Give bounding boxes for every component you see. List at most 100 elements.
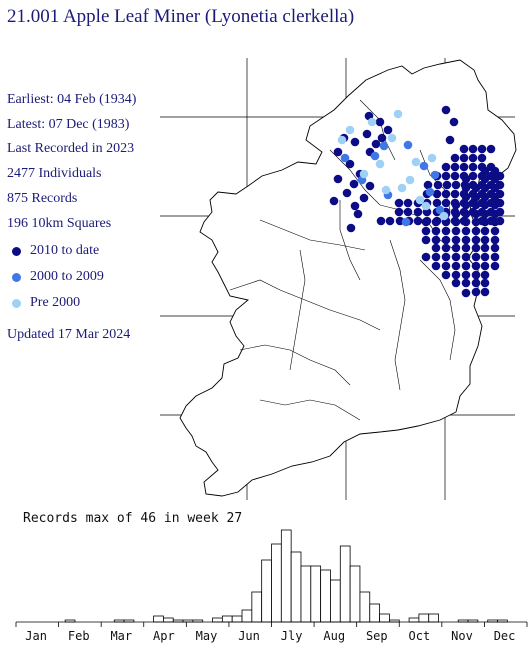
- record-dot-2010-to-date: [471, 243, 481, 253]
- record-dot-2010-to-date: [480, 235, 490, 245]
- record-dot-2010-to-date: [445, 135, 455, 145]
- histogram-bar: [339, 545, 351, 623]
- month-label: Jly: [280, 629, 303, 643]
- legend-item-2010-to-date: 2010 to date: [8, 242, 99, 260]
- record-dot-2010-to-date: [471, 235, 481, 245]
- record-dot-2010-to-date: [461, 261, 471, 271]
- record-dot-2010-to-date: [471, 261, 481, 271]
- month-label: Apr: [153, 629, 175, 643]
- latest-record: Latest: 07 Dec (1983): [7, 117, 130, 132]
- record-dot-2010-to-date: [450, 189, 460, 199]
- record-dot-2010-to-date: [451, 235, 461, 245]
- record-dot-2010-to-date: [346, 223, 356, 233]
- record-dot-2010-to-date: [333, 147, 343, 157]
- record-dot-2010-to-date: [486, 189, 496, 199]
- month-label: Nov: [451, 629, 473, 643]
- record-dot-2010-to-date: [495, 189, 505, 199]
- record-dot-2010-to-date: [471, 270, 481, 280]
- record-dot-pre-2000: [405, 175, 415, 185]
- histogram-bar: [379, 613, 390, 623]
- record-dot-2010-to-date: [349, 179, 359, 189]
- record-dot-2010-to-date: [490, 235, 500, 245]
- record-dot-2010-to-date: [477, 162, 487, 172]
- record-dot-2010-to-date: [495, 198, 505, 208]
- record-dot-2010-to-date: [471, 287, 481, 297]
- histogram-bar: [330, 579, 341, 623]
- record-dot-2010-to-date: [442, 180, 452, 190]
- record-dot-2000-to-2009: [401, 217, 411, 227]
- histogram-bar: [418, 613, 430, 623]
- squares-count: 196 10km Squares: [7, 216, 112, 231]
- record-dot-2010-to-date: [441, 198, 451, 208]
- last-recorded: Last Recorded in 2023: [7, 141, 135, 156]
- record-dot-2010-to-date: [477, 153, 487, 163]
- record-dot-2010-to-date: [459, 216, 469, 226]
- record-dot-2010-to-date: [450, 171, 460, 181]
- record-dot-2010-to-date: [461, 235, 471, 245]
- record-dot-2010-to-date: [421, 252, 431, 262]
- dot-icon: [12, 246, 21, 256]
- histogram-bar: [310, 565, 322, 623]
- histogram-bar: [428, 613, 439, 623]
- record-dot-2010-to-date: [350, 201, 360, 211]
- record-dot-2010-to-date: [432, 189, 442, 199]
- histogram-bar: [369, 603, 380, 623]
- record-dot-2010-to-date: [441, 243, 451, 253]
- record-dot-pre-2000: [411, 157, 421, 167]
- record-dot-2010-to-date: [480, 270, 490, 280]
- histogram-bar: [300, 565, 312, 623]
- record-dot-2010-to-date: [450, 162, 460, 172]
- legend-label: Pre 2000: [30, 295, 81, 310]
- record-dot-2010-to-date: [477, 180, 487, 190]
- record-dot-2000-to-2009: [430, 170, 440, 180]
- histogram-bar: [261, 559, 272, 623]
- record-dot-2000-to-2009: [340, 153, 350, 163]
- record-dot-2010-to-date: [450, 216, 460, 226]
- record-dot-2010-to-date: [431, 226, 441, 236]
- record-dot-pre-2000: [415, 195, 425, 205]
- record-dots: [329, 105, 505, 298]
- histogram-bars: [64, 529, 508, 623]
- record-dot-2010-to-date: [495, 207, 505, 217]
- record-dot-pre-2000: [393, 109, 403, 119]
- record-dot-2010-to-date: [441, 252, 451, 262]
- record-dot-2010-to-date: [495, 216, 505, 226]
- record-dot-2010-to-date: [441, 235, 451, 245]
- record-dot-2010-to-date: [441, 270, 451, 280]
- record-dot-2010-to-date: [486, 198, 496, 208]
- legend-item-2000-to-2009: 2000 to 2009: [8, 268, 104, 286]
- record-dot-2010-to-date: [362, 129, 372, 139]
- record-dot-2010-to-date: [383, 125, 393, 135]
- record-dot-2010-to-date: [413, 207, 423, 217]
- record-dot-2010-to-date: [471, 252, 481, 262]
- record-dot-2010-to-date: [431, 235, 441, 245]
- record-dot-2010-to-date: [451, 252, 461, 262]
- record-dot-pre-2000: [421, 201, 431, 211]
- record-dot-2000-to-2009: [425, 187, 435, 197]
- histogram-bar: [408, 617, 420, 623]
- earliest-record: Earliest: 04 Feb (1934): [7, 92, 137, 107]
- record-dot-2010-to-date: [468, 162, 478, 172]
- record-dot-2010-to-date: [486, 162, 496, 172]
- record-dot-2010-to-date: [486, 180, 496, 190]
- record-dot-2010-to-date: [459, 198, 469, 208]
- histogram-bar: [359, 591, 371, 623]
- histogram-title: Records max of 46 in week 27: [23, 511, 243, 526]
- record-dot-2010-to-date: [460, 180, 470, 190]
- legend-label: 2010 to date: [30, 243, 100, 258]
- histogram-bar: [271, 543, 282, 623]
- record-dot-2010-to-date: [480, 287, 490, 297]
- record-dot-2010-to-date: [431, 243, 441, 253]
- record-dot-2010-to-date: [403, 207, 413, 217]
- record-dot-2010-to-date: [486, 171, 496, 181]
- month-label: Oct: [408, 629, 431, 643]
- record-dot-2010-to-date: [441, 226, 451, 236]
- record-dot-2010-to-date: [451, 261, 461, 271]
- record-dot-2010-to-date: [468, 171, 478, 181]
- record-dot-2010-to-date: [432, 216, 442, 226]
- record-dot-2010-to-date: [441, 171, 451, 181]
- month-label: May: [195, 629, 218, 643]
- record-dot-2010-to-date: [451, 278, 461, 288]
- histogram-bar: [290, 551, 302, 623]
- month-label: Sep: [365, 629, 388, 643]
